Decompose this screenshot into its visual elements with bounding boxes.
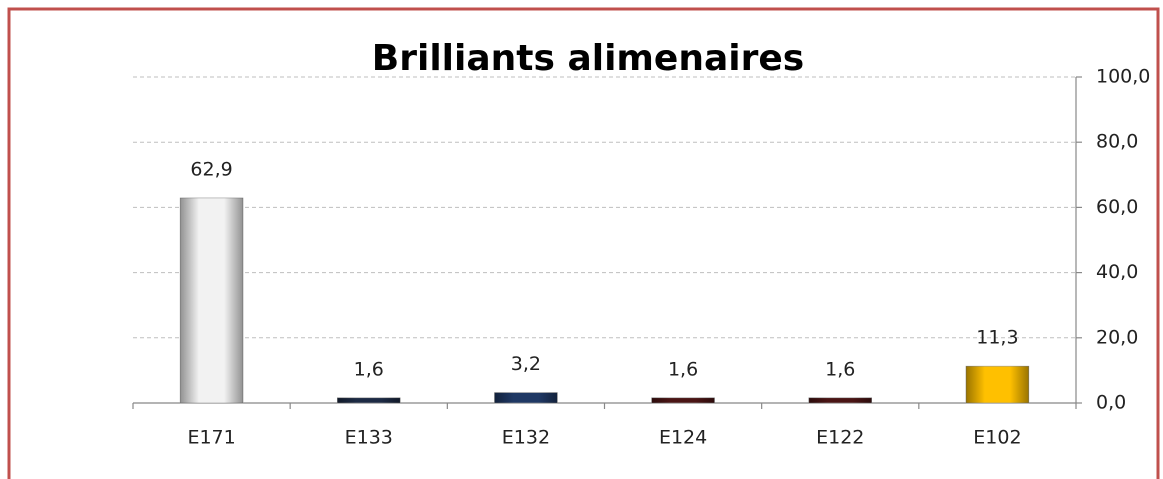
x-tick-label: E171 [187,427,235,449]
bar-shade [180,197,244,403]
y-tick-label: 20,0 [1096,326,1138,348]
data-label: 1,6 [668,358,698,380]
data-label: 3,2 [511,353,541,375]
y-tick-label: 60,0 [1096,196,1138,218]
y-tick-label: 40,0 [1096,261,1138,283]
x-tick-label: E132 [502,427,550,449]
y-tick-label: 0,0 [1096,392,1126,414]
data-label: 1,6 [354,358,384,380]
frame [7,7,1160,479]
data-label: 1,6 [825,358,855,380]
bar-shade [494,392,558,403]
bar-shade [651,397,715,403]
bar-shade [337,397,401,403]
x-tick-label: E124 [659,427,707,449]
data-label: 62,9 [190,158,232,180]
x-tick-label: E102 [973,427,1021,449]
chart-title: Brilliants alimenaires [372,38,804,79]
data-label: 11,3 [976,327,1018,349]
bar-shade [965,366,1029,403]
x-tick-label: E122 [816,427,864,449]
bar-shade [808,397,872,403]
y-tick-label: 100,0 [1096,66,1150,88]
y-tick-label: 80,0 [1096,131,1138,153]
x-tick-label: E133 [345,427,393,449]
